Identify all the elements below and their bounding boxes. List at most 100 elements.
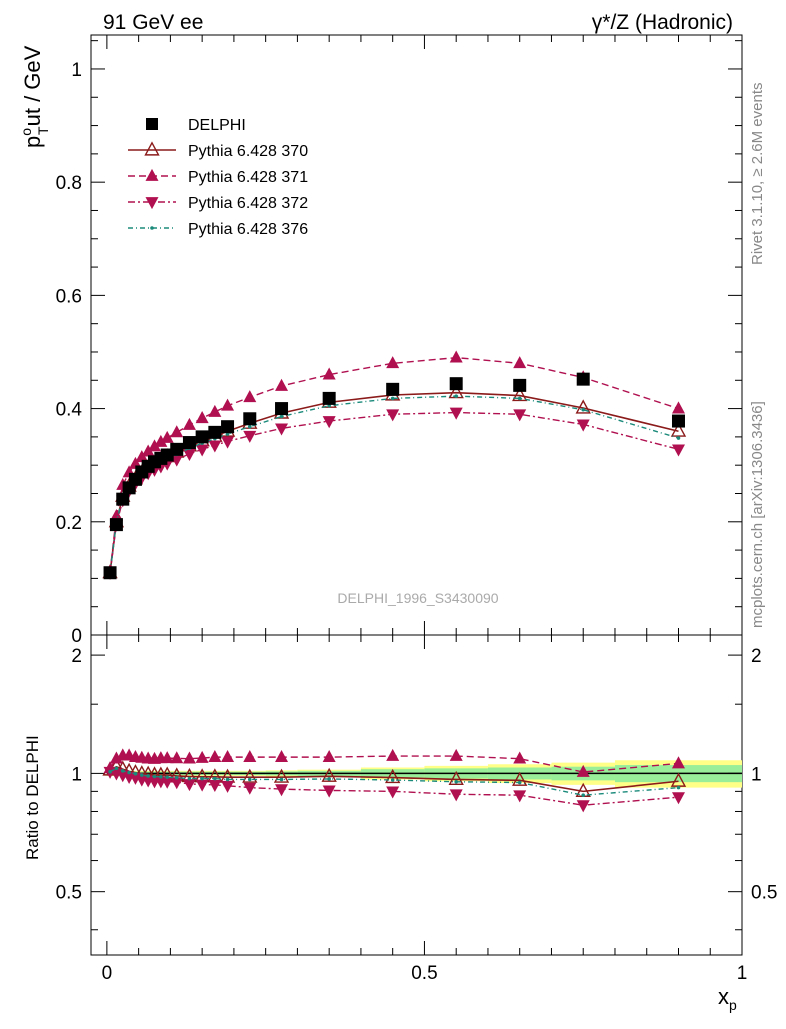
ratio-point <box>165 775 170 779</box>
ratio-point <box>182 751 196 764</box>
ratio-point <box>200 776 204 781</box>
data-point <box>386 356 400 369</box>
ratio-point <box>213 776 217 781</box>
ratio-point <box>512 771 528 786</box>
ratio-point <box>152 774 157 779</box>
legend-label: Pythia 6.428 370 <box>188 143 308 160</box>
analysis-watermark: DELPHI_1996_S3430090 <box>337 590 498 606</box>
legend-label: Pythia 6.428 371 <box>188 169 308 186</box>
ratio-point <box>160 751 174 764</box>
data-point <box>454 394 458 398</box>
data-point <box>109 508 123 522</box>
data-point <box>208 425 222 439</box>
main-ytick-label: 0.6 <box>56 286 82 307</box>
data-point <box>275 378 289 391</box>
ratio-point <box>275 784 289 797</box>
data-point <box>208 440 222 453</box>
ratio-ylabel: Ratio to DELPHI <box>23 735 42 860</box>
ratio-point <box>449 748 463 761</box>
ratio-point <box>517 780 522 785</box>
data-point <box>517 396 522 401</box>
data-point <box>195 430 209 444</box>
data-point <box>141 444 155 457</box>
data-point <box>221 420 235 434</box>
data-point <box>221 398 235 411</box>
legend-marker <box>145 197 159 210</box>
data-point <box>449 407 463 420</box>
ratio-point <box>247 777 252 782</box>
ratio-point <box>187 776 192 781</box>
ratio-point <box>322 785 336 798</box>
ratio-point <box>208 749 222 762</box>
ratio-point <box>513 751 527 764</box>
ratio-point <box>120 769 125 773</box>
ratio-point <box>146 774 150 778</box>
data-point <box>182 448 196 462</box>
ratio-point <box>321 767 337 782</box>
data-point <box>671 444 685 457</box>
ratio-point <box>676 785 681 790</box>
ratio-point <box>170 777 184 790</box>
data-point <box>575 399 591 414</box>
legend-item-delphi: DELPHI <box>146 117 246 134</box>
ratio-point <box>195 779 209 792</box>
main-ytick-label: 0.8 <box>56 173 82 194</box>
data-point <box>671 414 685 428</box>
legend-marker <box>145 168 159 181</box>
series-line <box>109 395 679 573</box>
ratio-point <box>513 790 527 803</box>
ratio-point <box>386 748 400 761</box>
main-panel: 0 0.2 0.4 0.6 0.8 1 <box>56 34 743 647</box>
ratio-xtick-label: 0 <box>102 963 113 984</box>
ratio-ytick-label-right: 1 <box>751 764 762 785</box>
ratio-point <box>671 756 685 769</box>
ratio-point <box>448 770 464 786</box>
data-point <box>576 419 590 432</box>
legend-label: Pythia 6.428 372 <box>188 195 308 212</box>
ratio-point <box>174 775 179 780</box>
data-point <box>208 404 222 417</box>
ratio-point <box>160 776 174 789</box>
data-point <box>275 402 289 416</box>
data-point <box>243 390 257 403</box>
header-right: γ*/Z (Hadronic) <box>592 11 733 34</box>
data-point <box>160 430 174 443</box>
ratio-ytick-label-right: 0.5 <box>751 883 777 904</box>
ratio-point <box>243 749 257 762</box>
legend-label: Pythia 6.428 376 <box>188 221 308 238</box>
ratio-point <box>195 750 209 763</box>
ratio-point <box>581 793 586 798</box>
ratio-point <box>127 770 131 775</box>
data-point <box>513 409 527 422</box>
ratio-frame <box>90 634 743 956</box>
data-point <box>390 396 395 401</box>
data-point <box>170 425 184 438</box>
data-point <box>275 423 289 436</box>
ratio-point <box>140 773 144 777</box>
data-point <box>512 386 528 402</box>
data-point <box>449 350 463 363</box>
data-point <box>513 356 527 369</box>
series-pythia-6-428-371 <box>103 350 685 577</box>
data-point <box>243 412 257 426</box>
data-point <box>670 422 687 437</box>
ratio-series-pythia-6-428-376 <box>108 766 681 798</box>
ratio-point <box>109 751 123 764</box>
ratio-point <box>275 749 289 762</box>
main-ytick-label: 0.4 <box>56 400 83 421</box>
ratio-line <box>109 767 679 796</box>
ratio-ytick-label: 2 <box>71 646 82 667</box>
ratio-point <box>385 768 401 784</box>
ratio-ytick-label-right: 2 <box>751 646 762 667</box>
ratio-point <box>273 768 290 783</box>
data-point <box>322 391 336 405</box>
data-point <box>322 416 336 429</box>
data-point <box>676 436 681 440</box>
legend-item-pythia-6-428-372: Pythia 6.428 372 <box>128 195 308 212</box>
ratio-point <box>159 775 163 779</box>
data-point <box>671 401 685 414</box>
ratio-point <box>170 751 184 764</box>
data-point <box>182 417 196 430</box>
